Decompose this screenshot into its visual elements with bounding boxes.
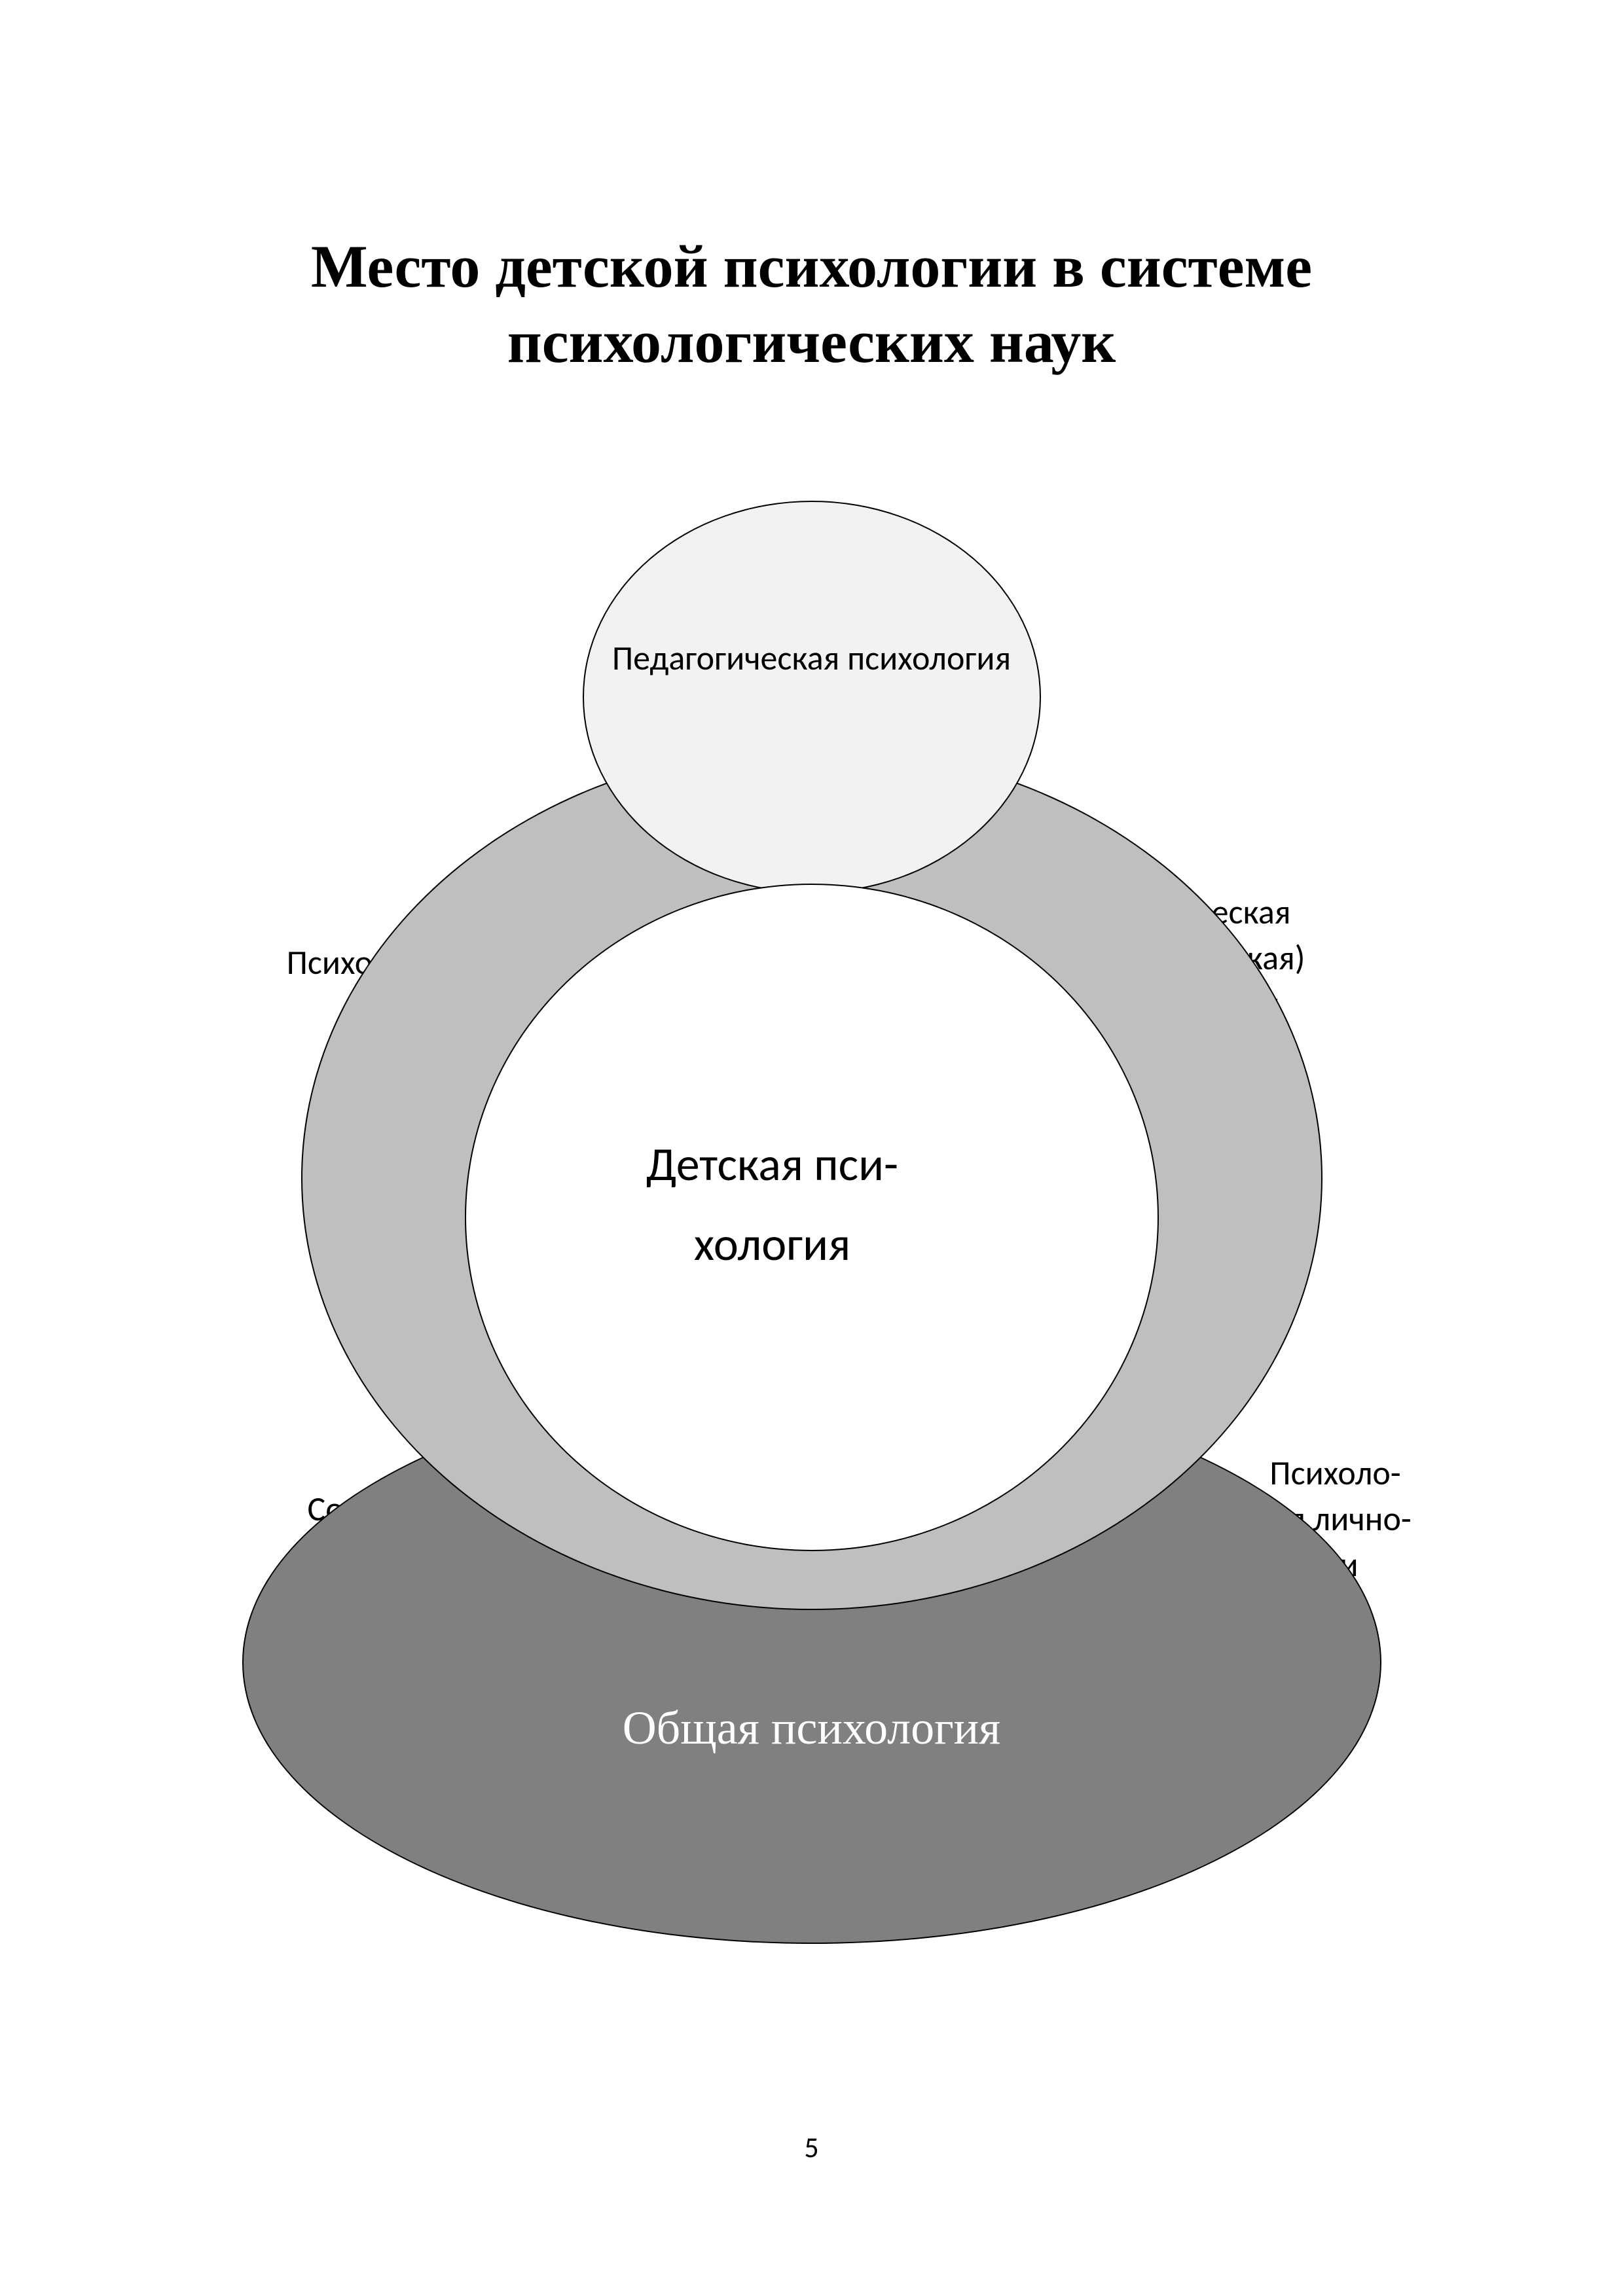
label-pedagogical-psychology: Педагогическая психология (606, 629, 1016, 687)
venn-diagram: Общая психология Педагогическая психолог… (157, 537, 1467, 1944)
page-number: 5 (804, 2130, 818, 2165)
page-title: Место детской психологии в системе психо… (190, 229, 1434, 380)
ellipse-pedagogical-psychology: Педагогическая психология (583, 501, 1041, 893)
label-child-psychology: Детская пси-хология (461, 1124, 1083, 1285)
label-general-psychology: Общая психология (300, 1688, 1322, 1768)
ellipse-child-psychology: Детская пси-хология (465, 884, 1159, 1551)
